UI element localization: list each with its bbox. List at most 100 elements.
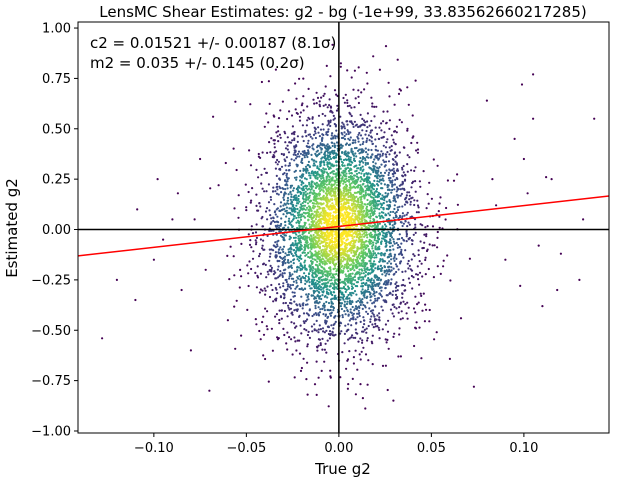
- data-point: [275, 254, 278, 257]
- data-point: [353, 290, 357, 293]
- data-point: [276, 182, 279, 185]
- data-point: [374, 162, 377, 165]
- data-point: [280, 217, 283, 220]
- data-point: [334, 156, 338, 159]
- data-point: [359, 383, 362, 386]
- data-point: [351, 141, 354, 145]
- data-point: [389, 226, 392, 229]
- data-point: [383, 165, 386, 168]
- data-point: [317, 126, 320, 129]
- data-point: [249, 164, 253, 167]
- data-point: [307, 293, 310, 296]
- data-point: [346, 300, 349, 303]
- data-point: [356, 256, 359, 259]
- data-point: [442, 265, 445, 268]
- data-point: [357, 95, 360, 98]
- data-point: [237, 216, 240, 219]
- data-point: [392, 138, 395, 141]
- data-point: [352, 249, 355, 252]
- data-point: [374, 148, 377, 151]
- data-point: [302, 312, 306, 315]
- data-point: [383, 160, 386, 164]
- data-point: [361, 326, 365, 329]
- data-point: [390, 266, 393, 269]
- data-point: [334, 188, 337, 191]
- data-point: [351, 212, 354, 215]
- data-point: [297, 211, 301, 214]
- data-point: [330, 187, 333, 190]
- data-point: [266, 218, 269, 221]
- data-point: [367, 176, 370, 179]
- data-point: [392, 141, 395, 144]
- data-point: [398, 184, 401, 187]
- data-point: [328, 337, 331, 340]
- data-point: [309, 135, 312, 138]
- data-point: [346, 179, 349, 182]
- data-point: [320, 278, 323, 282]
- data-point: [281, 248, 284, 251]
- data-point: [291, 291, 294, 294]
- data-point: [314, 290, 317, 293]
- data-point: [373, 115, 376, 118]
- data-point: [374, 145, 377, 148]
- data-point: [370, 148, 373, 152]
- data-point: [324, 313, 328, 316]
- data-point: [381, 237, 384, 240]
- data-point: [353, 174, 356, 177]
- data-point: [395, 169, 398, 172]
- data-point: [286, 212, 289, 215]
- data-point: [301, 161, 304, 165]
- data-point: [348, 160, 351, 163]
- data-point: [298, 287, 301, 291]
- data-point: [329, 215, 332, 218]
- data-point: [284, 164, 287, 167]
- data-point: [355, 207, 358, 210]
- data-point: [315, 329, 318, 332]
- data-point: [381, 260, 384, 263]
- data-point: [310, 235, 313, 238]
- data-point: [272, 186, 275, 189]
- data-point: [318, 284, 321, 287]
- data-point: [401, 166, 404, 169]
- data-point: [286, 180, 289, 183]
- data-point: [298, 352, 302, 355]
- data-point: [309, 176, 312, 180]
- data-point: [399, 318, 402, 321]
- data-point: [414, 166, 417, 169]
- data-point: [291, 311, 294, 314]
- data-point: [418, 283, 421, 286]
- data-point: [408, 264, 411, 267]
- data-point: [277, 221, 280, 224]
- data-point: [361, 158, 364, 161]
- data-point: [343, 134, 346, 138]
- data-point: [316, 165, 319, 168]
- data-point: [355, 191, 358, 194]
- data-point: [364, 220, 367, 223]
- data-point: [326, 143, 329, 146]
- data-point: [347, 293, 350, 297]
- data-point: [284, 252, 287, 255]
- data-point: [326, 133, 329, 137]
- data-point: [425, 308, 428, 311]
- data-point: [301, 213, 304, 216]
- data-point: [399, 89, 402, 92]
- data-point: [295, 145, 298, 148]
- data-point: [286, 117, 289, 121]
- data-point: [361, 341, 364, 344]
- data-point: [354, 203, 357, 206]
- data-point: [359, 113, 362, 116]
- data-point: [382, 120, 385, 123]
- data-point: [408, 281, 411, 284]
- data-point: [417, 249, 420, 252]
- data-point: [393, 259, 396, 262]
- data-point: [284, 192, 287, 195]
- data-point: [321, 270, 324, 273]
- data-point: [292, 205, 295, 208]
- data-point: [418, 271, 422, 274]
- data-point: [394, 212, 397, 215]
- data-point: [384, 45, 388, 48]
- data-point: [362, 179, 366, 182]
- data-point: [339, 258, 343, 261]
- data-point: [421, 309, 424, 312]
- data-point: [345, 275, 348, 278]
